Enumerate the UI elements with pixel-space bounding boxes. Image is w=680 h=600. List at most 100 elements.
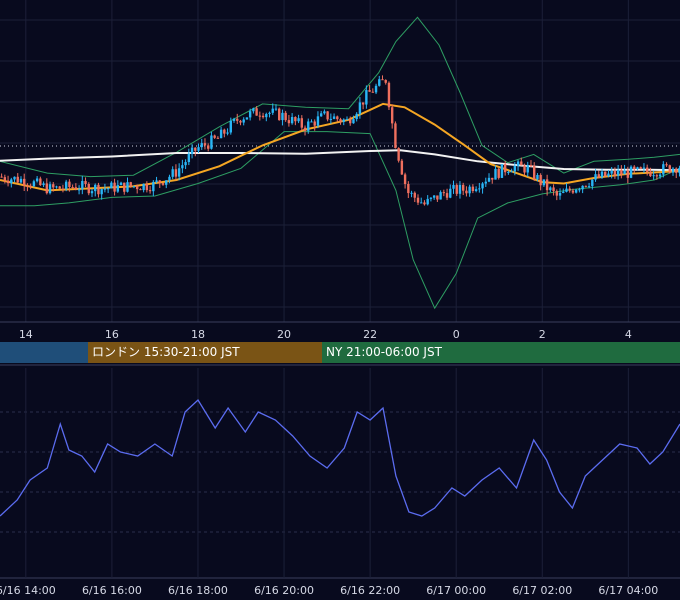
candle-body bbox=[626, 170, 630, 178]
candle bbox=[294, 116, 297, 126]
candle-body bbox=[187, 153, 191, 163]
candle-body bbox=[387, 82, 391, 108]
price-panel-grid bbox=[0, 0, 680, 579]
candle bbox=[203, 138, 207, 150]
candle-body bbox=[368, 90, 371, 92]
oscillator-x-tick-label: 6/16 20:00 bbox=[254, 584, 314, 597]
price-x-tick-label: 18 bbox=[191, 328, 205, 341]
candle-body bbox=[42, 183, 45, 186]
candle-body bbox=[16, 176, 19, 183]
candle-body bbox=[110, 182, 113, 189]
candle bbox=[633, 165, 636, 173]
candle-body bbox=[252, 108, 255, 112]
candle bbox=[226, 128, 229, 136]
candle bbox=[258, 111, 262, 121]
candle bbox=[181, 159, 184, 174]
candle bbox=[678, 165, 680, 177]
candle bbox=[481, 182, 484, 194]
candle bbox=[500, 164, 504, 179]
candle-body bbox=[310, 121, 313, 123]
candle bbox=[571, 188, 575, 195]
candle-body bbox=[616, 169, 620, 176]
candle-body bbox=[420, 202, 423, 204]
candle bbox=[232, 117, 236, 123]
bollinger-lower-line bbox=[0, 131, 680, 310]
candle bbox=[445, 188, 449, 201]
oscillator-x-tick-label: 6/17 02:00 bbox=[512, 584, 572, 597]
candle bbox=[403, 172, 407, 189]
candle bbox=[106, 187, 110, 194]
candle-body bbox=[158, 180, 161, 184]
candle bbox=[19, 176, 23, 184]
candle-body bbox=[313, 121, 316, 126]
candle bbox=[552, 184, 555, 196]
candle-body bbox=[219, 129, 223, 139]
candle bbox=[675, 167, 678, 179]
candle-body bbox=[177, 168, 181, 177]
candle-body bbox=[174, 169, 178, 177]
candle bbox=[497, 167, 500, 180]
oscillator-x-tick-label: 6/16 22:00 bbox=[340, 584, 400, 597]
candle bbox=[361, 102, 365, 110]
candle-body bbox=[206, 145, 210, 149]
candle bbox=[287, 114, 291, 127]
candle-body bbox=[106, 188, 110, 190]
candle-body bbox=[633, 166, 636, 170]
candle-body bbox=[620, 169, 623, 175]
candle-body bbox=[378, 79, 381, 86]
candle-body bbox=[526, 165, 529, 173]
candle-body bbox=[213, 135, 216, 138]
candle bbox=[345, 116, 349, 121]
candle bbox=[242, 117, 245, 126]
candle bbox=[378, 75, 381, 87]
candle-body bbox=[71, 187, 74, 189]
candle bbox=[494, 165, 497, 180]
candle-body bbox=[645, 167, 649, 172]
candle bbox=[471, 184, 475, 194]
candle bbox=[426, 195, 429, 206]
candle bbox=[394, 121, 397, 149]
candle-body bbox=[510, 171, 513, 173]
candle bbox=[313, 119, 316, 131]
candle-body bbox=[678, 167, 680, 173]
candle-body bbox=[113, 182, 116, 192]
candle-body bbox=[349, 119, 352, 124]
candle bbox=[390, 104, 394, 129]
candle-body bbox=[381, 79, 384, 81]
candle-body bbox=[258, 115, 262, 117]
candle-body bbox=[26, 185, 29, 187]
candle-body bbox=[429, 197, 433, 199]
candle bbox=[526, 161, 529, 177]
candle bbox=[352, 115, 355, 124]
oscillator-x-tick-label: 6/16 16:00 bbox=[82, 584, 142, 597]
candle bbox=[206, 143, 210, 152]
candle bbox=[6, 175, 10, 187]
candle bbox=[248, 108, 252, 121]
candle bbox=[265, 112, 268, 122]
candle bbox=[420, 197, 423, 204]
candle bbox=[639, 166, 642, 170]
candle-body bbox=[68, 181, 71, 188]
candle bbox=[652, 170, 655, 180]
oscillator-x-tick-label: 6/16 14:00 bbox=[0, 584, 56, 597]
candle bbox=[432, 195, 436, 200]
candle bbox=[84, 177, 87, 188]
candle bbox=[3, 174, 7, 184]
candle-body bbox=[184, 162, 187, 166]
candle bbox=[503, 161, 507, 176]
candle-body bbox=[165, 180, 168, 185]
candle bbox=[374, 83, 378, 95]
candle-body bbox=[410, 192, 413, 194]
candle bbox=[310, 119, 313, 123]
candle bbox=[219, 126, 223, 139]
candle bbox=[29, 183, 32, 190]
candle-body bbox=[329, 118, 333, 120]
candle-body bbox=[210, 135, 213, 149]
candle-body bbox=[500, 164, 504, 178]
candle-body bbox=[345, 119, 349, 121]
candle-body bbox=[142, 183, 145, 191]
candle-body bbox=[584, 185, 588, 187]
candle bbox=[329, 113, 333, 124]
candle bbox=[307, 118, 310, 134]
candle bbox=[197, 143, 200, 154]
